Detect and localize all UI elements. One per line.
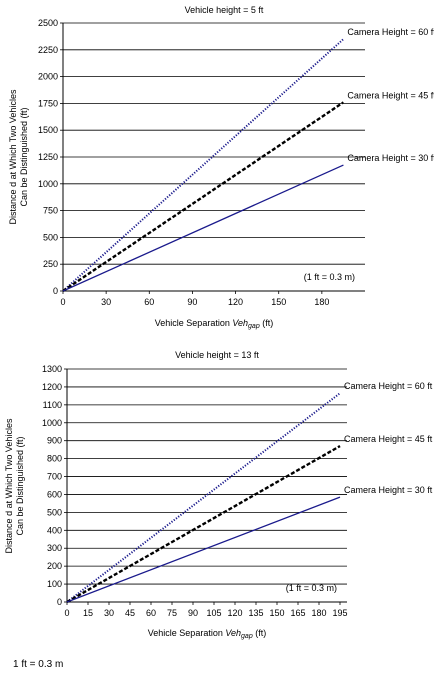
x-tick-label: 0: [60, 297, 65, 307]
y-tick-label: 300: [47, 543, 62, 553]
x-tick-label: 135: [248, 608, 263, 618]
series-line-45ft: [66, 445, 341, 604]
x-tick-label: 105: [206, 608, 221, 618]
x-tick-label: 90: [188, 608, 198, 618]
x-tick-label: 15: [83, 608, 93, 618]
series-label: Camera Height = 30 ft: [344, 485, 433, 495]
chart-vehicle-height-13ft: Vehicle height = 13 ft010020030040050060…: [4, 350, 433, 640]
x-axis-label: Vehicle Separation Vehgap (ft): [155, 318, 273, 330]
y-tick-label: 400: [47, 525, 62, 535]
y-tick-label: 1000: [38, 179, 58, 189]
y-tick-label: 0: [57, 597, 62, 607]
y-tick-label: 1200: [42, 382, 62, 392]
x-tick-label: 75: [167, 608, 177, 618]
series-line-60ft: [62, 38, 345, 292]
y-tick-label: 1750: [38, 98, 58, 108]
series-label: Camera Height = 45 ft: [347, 90, 434, 100]
y-tick-label: 2500: [38, 18, 58, 28]
series-label: Camera Height = 60 ft: [344, 381, 433, 391]
y-tick-label: 1500: [38, 125, 58, 135]
x-tick-label: 30: [104, 608, 114, 618]
y-tick-label: 200: [47, 561, 62, 571]
x-tick-label: 45: [125, 608, 135, 618]
x-tick-label: 150: [271, 297, 286, 307]
x-tick-label: 90: [187, 297, 197, 307]
y-axis-label: Distance d at Which Two VehiclesCan be D…: [8, 89, 29, 224]
y-tick-label: 900: [47, 436, 62, 446]
x-tick-label: 150: [269, 608, 284, 618]
x-axis-label: Vehicle Separation Vehgap (ft): [148, 628, 266, 640]
series-line-45ft: [62, 101, 345, 292]
x-tick-label: 60: [146, 608, 156, 618]
y-tick-label: 0: [53, 286, 58, 296]
y-tick-label: 600: [47, 489, 62, 499]
y-axis-label: Distance d at Which Two VehiclesCan be D…: [4, 418, 25, 553]
footnote: 1 ft = 0.3 m: [13, 659, 64, 670]
unit-note: (1 ft = 0.3 m): [304, 272, 355, 282]
x-tick-label: 0: [64, 608, 69, 618]
y-tick-label: 750: [43, 206, 58, 216]
x-tick-label: 60: [144, 297, 154, 307]
x-tick-label: 180: [314, 297, 329, 307]
y-tick-label: 500: [43, 232, 58, 242]
chart-vehicle-height-5ft: Vehicle height = 5 ft 0 250 500 750 1000 1250 1…: [8, 5, 434, 330]
y-tick-label: 2000: [38, 72, 58, 82]
x-tick-label: 30: [101, 297, 111, 307]
series-label: Camera Height = 45 ft: [344, 434, 433, 444]
y-tick-label: 100: [47, 579, 62, 589]
y-tick-label: 2250: [38, 45, 58, 55]
y-tick-label: 1000: [42, 418, 62, 428]
x-tick-label: 180: [311, 608, 326, 618]
series-label: Camera Height = 30 ft: [347, 153, 434, 163]
x-tick-label: 165: [290, 608, 305, 618]
x-tick-label: 120: [227, 608, 242, 618]
y-tick-label: 1100: [43, 400, 62, 410]
y-tick-label: 1250: [38, 152, 58, 162]
series-line-30ft: [62, 164, 344, 292]
y-tick-label: 250: [43, 259, 58, 269]
y-tick-label: 800: [47, 454, 62, 464]
unit-note: (1 ft = 0.3 m): [286, 583, 337, 593]
chart-title: Vehicle height = 5 ft: [185, 5, 264, 15]
series-line-30ft: [66, 496, 341, 603]
x-tick-label: 195: [332, 608, 347, 618]
y-tick-label: 1300: [42, 364, 62, 374]
series-label: Camera Height = 60 ft: [347, 27, 434, 37]
series-line-60ft: [66, 392, 341, 603]
x-tick-label: 120: [228, 297, 243, 307]
chart-title: Vehicle height = 13 ft: [175, 350, 259, 360]
y-tick-label: 700: [47, 472, 62, 482]
y-tick-label: 500: [47, 507, 62, 517]
